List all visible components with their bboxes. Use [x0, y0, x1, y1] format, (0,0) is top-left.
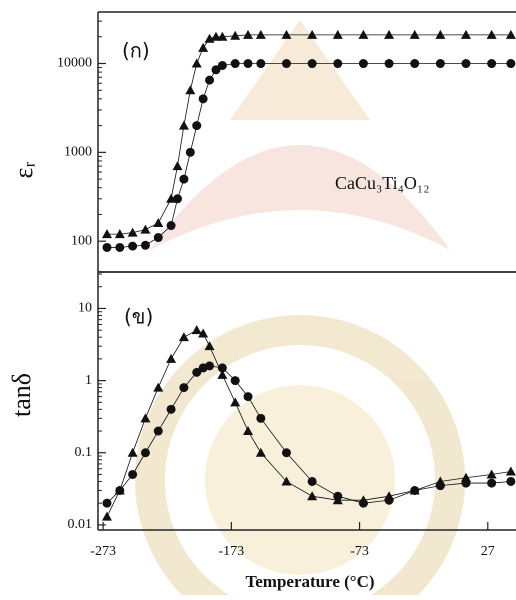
- triangle-marker: [461, 30, 471, 39]
- triangle-marker: [102, 229, 112, 238]
- watermark-crown: [150, 145, 450, 250]
- circle-marker: [244, 59, 253, 68]
- x-axis-label: Temperature (°C): [245, 572, 374, 591]
- triangle-marker: [179, 121, 189, 130]
- circle-marker: [199, 94, 208, 103]
- circle-marker: [154, 427, 163, 436]
- circle-marker: [167, 405, 176, 414]
- triangle-marker: [172, 161, 182, 170]
- triangle-marker: [384, 30, 394, 39]
- triangle-marker: [166, 354, 176, 363]
- circle-marker: [154, 233, 163, 242]
- triangle-marker: [192, 325, 202, 334]
- triangle-marker: [230, 397, 240, 406]
- circle-marker: [128, 242, 137, 251]
- circle-marker: [333, 492, 342, 501]
- circle-marker: [487, 479, 496, 488]
- x-tick-label: -73: [350, 544, 369, 559]
- y-tick-label: 0.1: [75, 445, 93, 460]
- circle-marker: [436, 481, 445, 490]
- panel-label: (ข): [124, 305, 153, 329]
- triangle-marker: [128, 448, 138, 457]
- triangle-marker: [185, 85, 195, 94]
- watermark: [150, 20, 450, 595]
- circle-marker: [141, 241, 150, 250]
- circle-marker: [359, 59, 368, 68]
- circle-marker: [359, 499, 368, 508]
- circle-marker: [461, 59, 470, 68]
- triangle-marker: [153, 218, 163, 227]
- circle-marker: [436, 59, 445, 68]
- circle-marker: [115, 243, 124, 252]
- triangle-marker: [140, 225, 150, 234]
- circle-marker: [167, 221, 176, 230]
- circle-marker: [282, 448, 291, 457]
- circle-marker: [231, 376, 240, 385]
- y-tick-label: 10: [78, 301, 92, 316]
- triangle-marker: [358, 30, 368, 39]
- circle-marker: [128, 470, 137, 479]
- circle-marker: [192, 121, 201, 130]
- circle-marker: [115, 486, 124, 495]
- circle-marker: [205, 76, 214, 85]
- triangle-marker: [102, 512, 112, 521]
- circle-marker: [410, 486, 419, 495]
- circle-marker: [385, 59, 394, 68]
- circle-marker: [256, 414, 265, 423]
- panel-label: (ก): [122, 39, 150, 63]
- triangle-marker: [179, 332, 189, 341]
- circle-marker: [231, 59, 240, 68]
- circle-marker: [205, 361, 214, 370]
- circle-marker: [244, 392, 253, 401]
- circle-marker: [173, 194, 182, 203]
- circle-marker: [410, 59, 419, 68]
- circle-marker: [218, 61, 227, 70]
- triangle-marker: [243, 30, 253, 39]
- triangle-marker: [506, 30, 516, 39]
- circle-marker: [461, 479, 470, 488]
- circle-marker: [179, 383, 188, 392]
- circle-marker: [256, 59, 265, 68]
- triangle-marker: [198, 43, 208, 52]
- y-tick-label: 10000: [57, 56, 92, 71]
- y-tick-label: 0.01: [68, 517, 93, 532]
- circle-marker: [282, 59, 291, 68]
- circle-marker: [308, 59, 317, 68]
- annotation: CaCu₃Ti₄O₁₂: [335, 173, 429, 193]
- y-axis-label: tanδ: [7, 373, 36, 417]
- triangle-marker: [487, 30, 497, 39]
- circle-marker: [333, 59, 342, 68]
- circle-marker: [308, 477, 317, 486]
- triangle-marker: [410, 30, 420, 39]
- circle-marker: [218, 363, 227, 372]
- circle-marker: [141, 448, 150, 457]
- triangle-marker: [506, 466, 516, 475]
- x-tick-label: 27: [481, 544, 495, 559]
- y-tick-label: 1: [85, 373, 92, 388]
- circle-marker: [186, 148, 195, 157]
- y-tick-label: 1000: [64, 145, 92, 160]
- circle-marker: [506, 59, 515, 68]
- triangle-marker: [333, 30, 343, 39]
- triangle-marker: [256, 30, 266, 39]
- circle-marker: [487, 59, 496, 68]
- triangle-marker: [435, 30, 445, 39]
- circle-marker: [102, 499, 111, 508]
- triangle-marker: [153, 383, 163, 392]
- x-tick-label: -173: [219, 544, 245, 559]
- y-tick-label: 100: [71, 233, 92, 248]
- x-tick-label: -273: [90, 544, 116, 559]
- circle-marker: [179, 175, 188, 184]
- triangle-marker: [192, 59, 202, 68]
- circle-marker: [385, 496, 394, 505]
- circle-marker: [102, 243, 111, 252]
- y-axis-label: εᵣ: [9, 162, 38, 179]
- circle-marker: [506, 477, 515, 486]
- figure: 100 1000 10000 (ก) εᵣ CaCu₃Ti₄O₁₂ 0.01 0.1 1 10 -2…: [0, 0, 516, 595]
